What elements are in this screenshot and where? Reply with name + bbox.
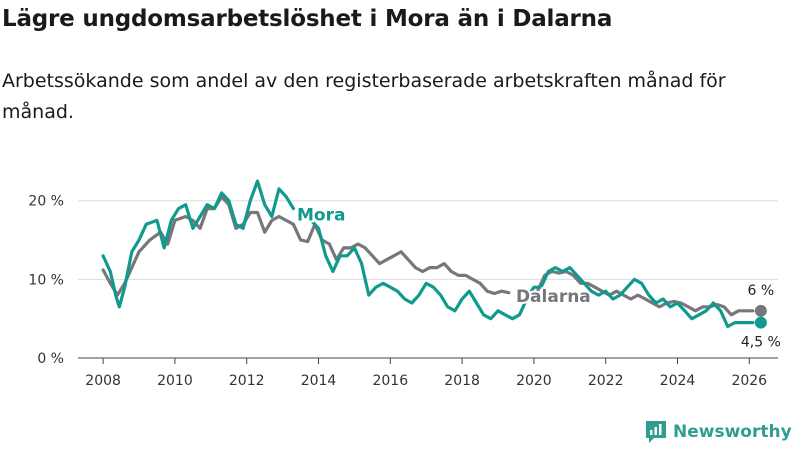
dalarna-end-point <box>754 304 767 317</box>
x-tick-label: 2018 <box>444 373 480 389</box>
y-tick-label: 20 % <box>28 194 64 210</box>
x-tick-label: 2010 <box>157 373 193 389</box>
dalarna-series-line <box>101 195 511 297</box>
x-tick-label: 2022 <box>588 373 624 389</box>
y-tick-label: 10 % <box>28 272 64 288</box>
x-axis: 2008 2010 2012 2014 2016 2018 2020 2022 2024 2026 <box>78 357 778 389</box>
y-tick-label: 0 % <box>37 351 64 367</box>
mora-end-point <box>754 316 767 329</box>
x-tick-label: 2026 <box>731 373 767 389</box>
mora-series-line <box>101 179 295 309</box>
mora-end-value-label: 4,5 % <box>741 335 781 351</box>
x-tick-label: 2012 <box>229 373 265 389</box>
series-layer <box>101 179 767 329</box>
x-tick-label: 2008 <box>85 373 121 389</box>
x-tick-label: 2014 <box>301 373 337 389</box>
grid-layer: 0 % 10 % 20 % <box>28 194 778 367</box>
x-tick-label: 2016 <box>372 373 408 389</box>
mora-series-line-continued <box>309 218 755 329</box>
x-tick-label: 2020 <box>516 373 552 389</box>
mora-series-label: Mora <box>297 205 345 225</box>
newsworthy-logo-icon <box>646 421 666 443</box>
chart-subtitle: Arbetssökande som andel av den registerb… <box>2 70 726 123</box>
x-tick-label: 2024 <box>660 373 696 389</box>
label-layer: Dalarna Mora 6 % 4,5 % <box>295 203 781 351</box>
dalarna-series-label: Dalarna <box>516 287 591 307</box>
dalarna-end-value-label: 6 % <box>748 283 775 299</box>
newsworthy-logo: Newsworthy <box>645 420 792 444</box>
chart-title: Lägre ungdomsarbetslöshet i Mora än i Da… <box>2 6 613 32</box>
brand-name: Newsworthy <box>673 422 792 442</box>
